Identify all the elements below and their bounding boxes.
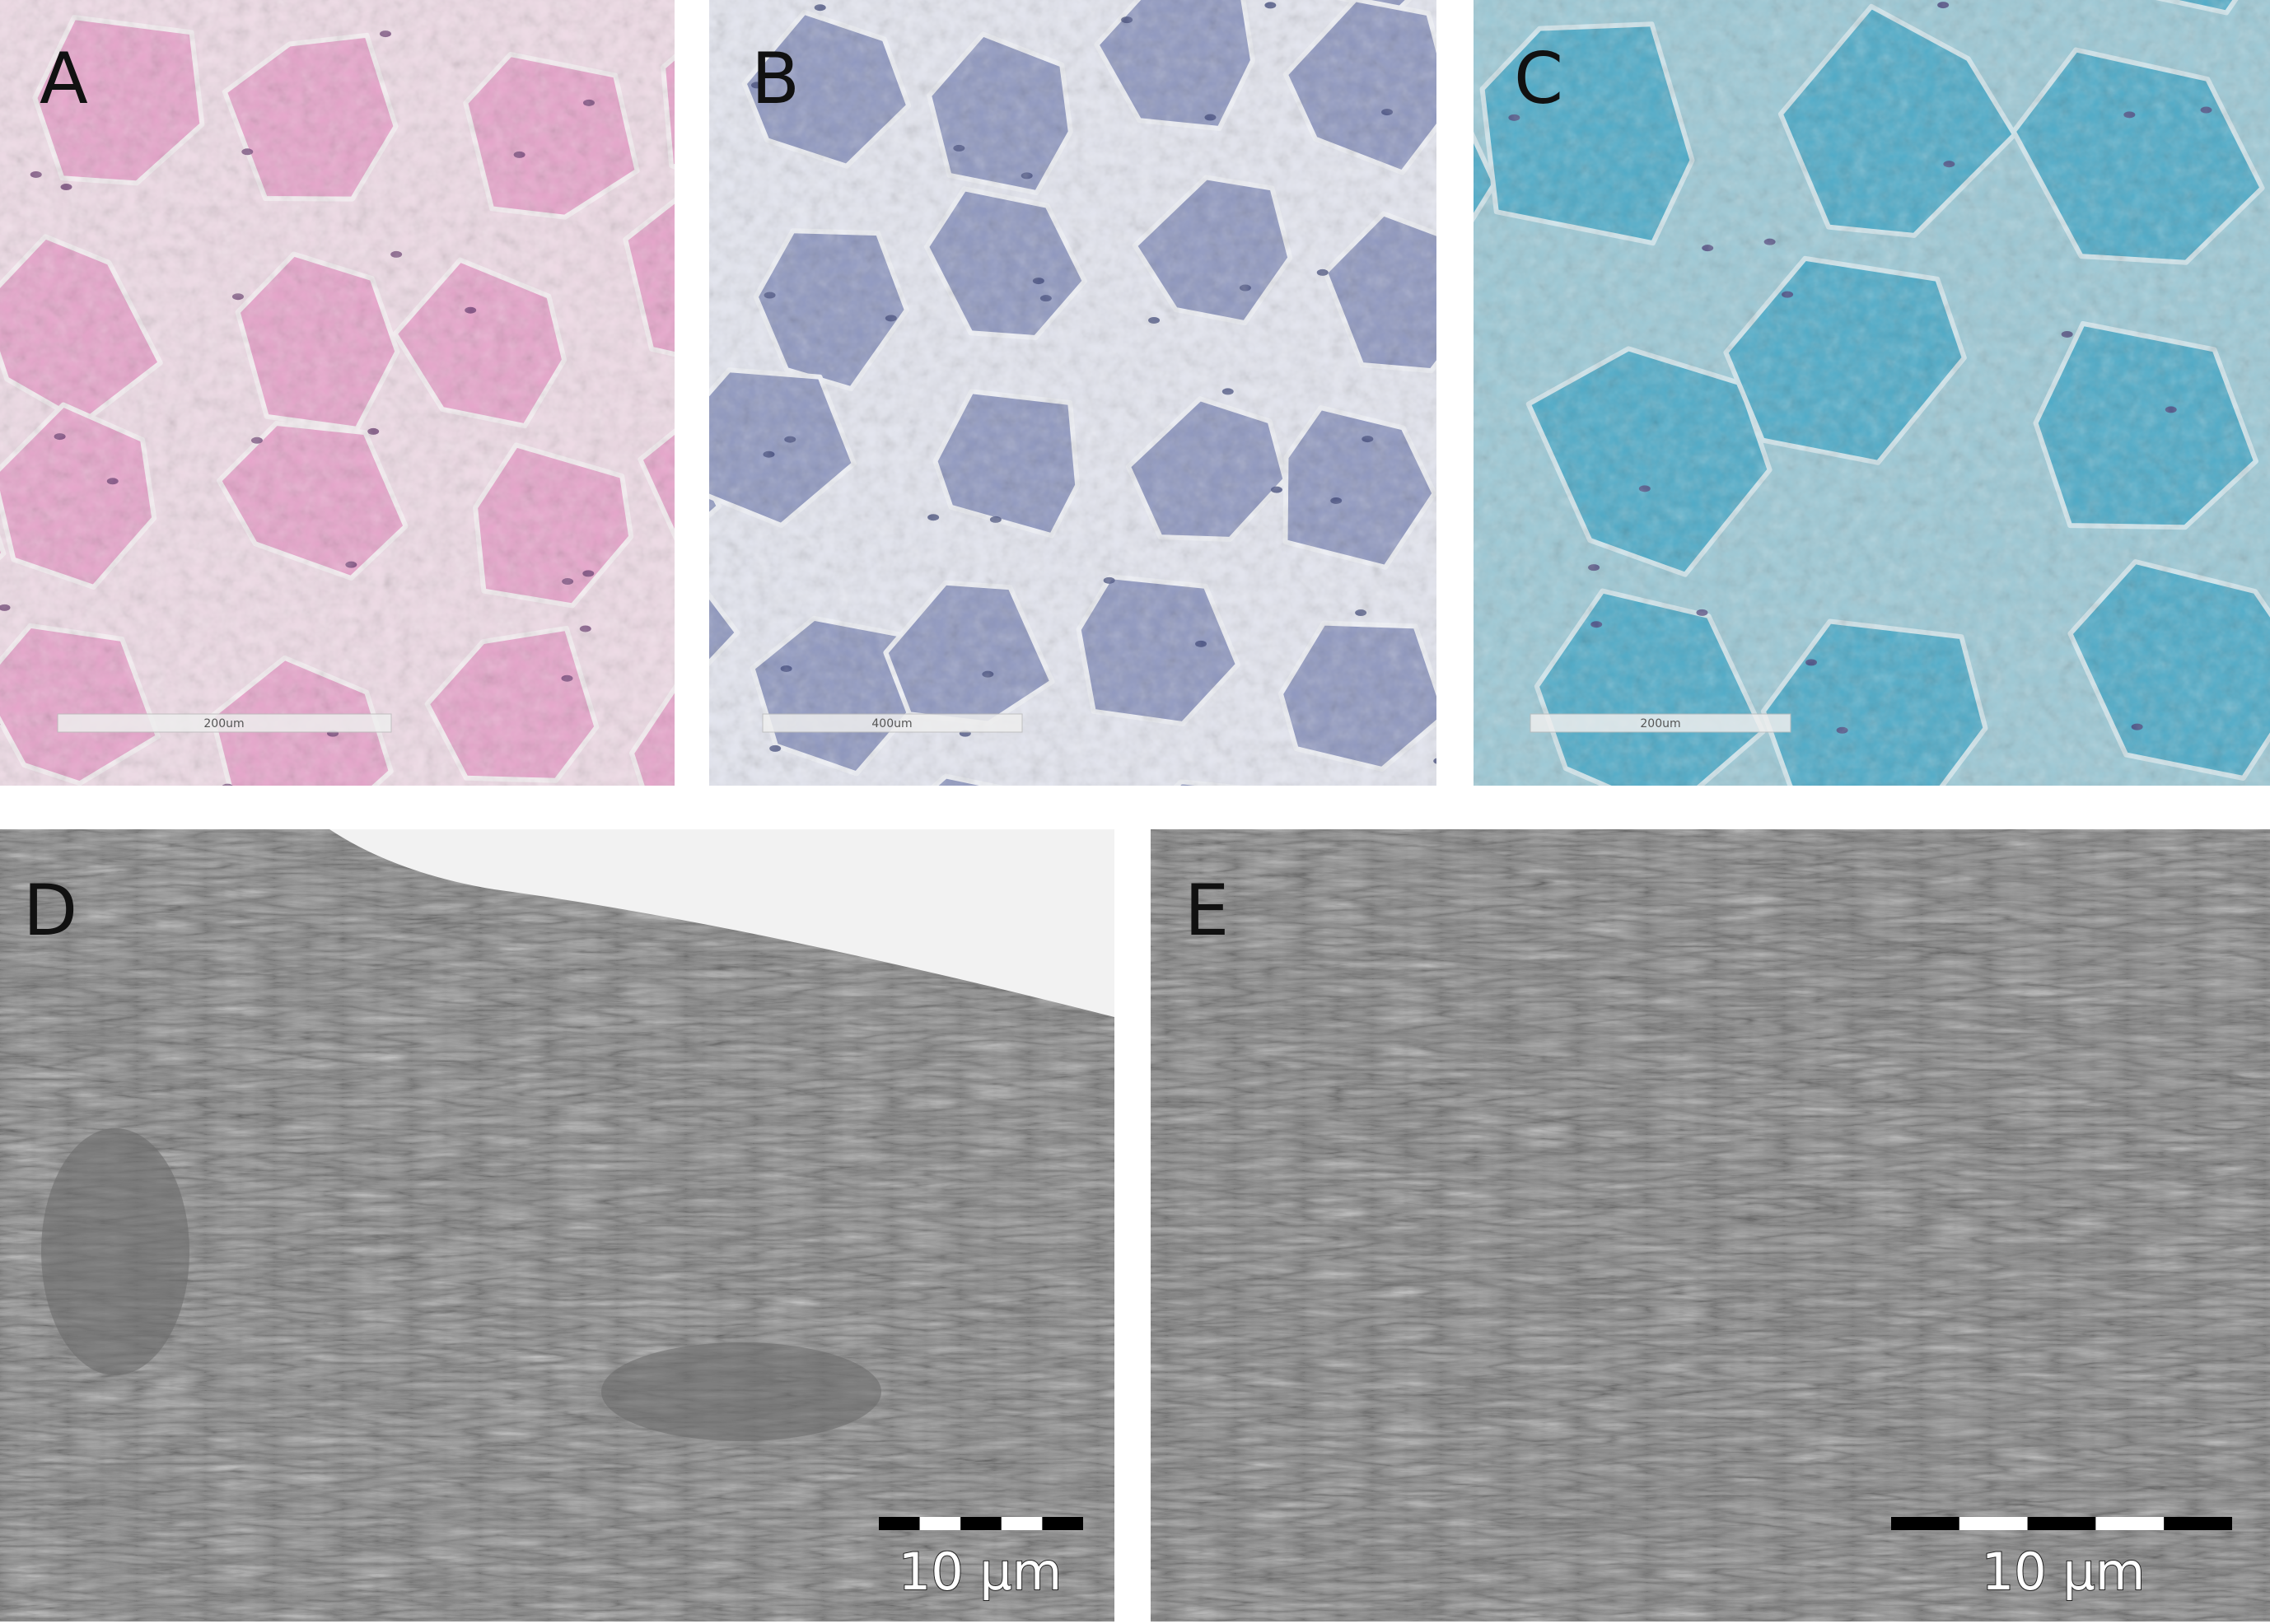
panel-d [0,829,1114,1622]
nucleus [601,1342,881,1441]
texture [1474,0,2270,786]
scale-bar-segment [2095,1517,2165,1530]
scale-bar-label: 200um [203,717,244,730]
scale-bar [762,713,1023,733]
panel-label: C [1514,38,1563,120]
nucleus [1441,119,1452,126]
panel-label: B [751,38,800,120]
panel-label: D [23,870,77,952]
scale-bar-label: 200um [1640,717,1680,730]
panel-e [1151,829,2270,1622]
scale-bar [1891,1517,2232,1530]
scale-bar-segment [1891,1517,1959,1530]
panel-label: A [40,38,88,120]
scale-bar-label: 10 µm [1982,1542,2145,1602]
scale-bar-segment [2164,1517,2232,1530]
panel-a [0,0,675,786]
scale-bar [1530,713,1791,733]
texture [709,0,1436,786]
scale-bar-segment [1042,1517,1083,1530]
nucleus [41,1128,189,1375]
nucleus [764,802,776,809]
scale-bar-segment [2027,1517,2096,1530]
background-space [329,829,1114,1017]
scale-bar-label: 400um [871,717,912,730]
scale-bar-segment [1959,1517,2028,1530]
nucleus [638,818,650,824]
nucleus [1534,786,1545,793]
texture [1151,829,2270,1622]
scale-bar [57,713,392,733]
texture [0,0,675,786]
scale-bar-segment [1001,1517,1043,1530]
scale-bar-segment [960,1517,1002,1530]
scale-bar-segment [879,1517,920,1530]
panel-c [1474,0,2270,786]
panel-b [638,0,1545,912]
scale-bar-label: 10 µm [899,1542,1062,1602]
scale-bar [879,1517,1083,1530]
nucleus [1135,905,1147,912]
panel-label: E [1184,870,1229,952]
scale-bar-segment [919,1517,961,1530]
